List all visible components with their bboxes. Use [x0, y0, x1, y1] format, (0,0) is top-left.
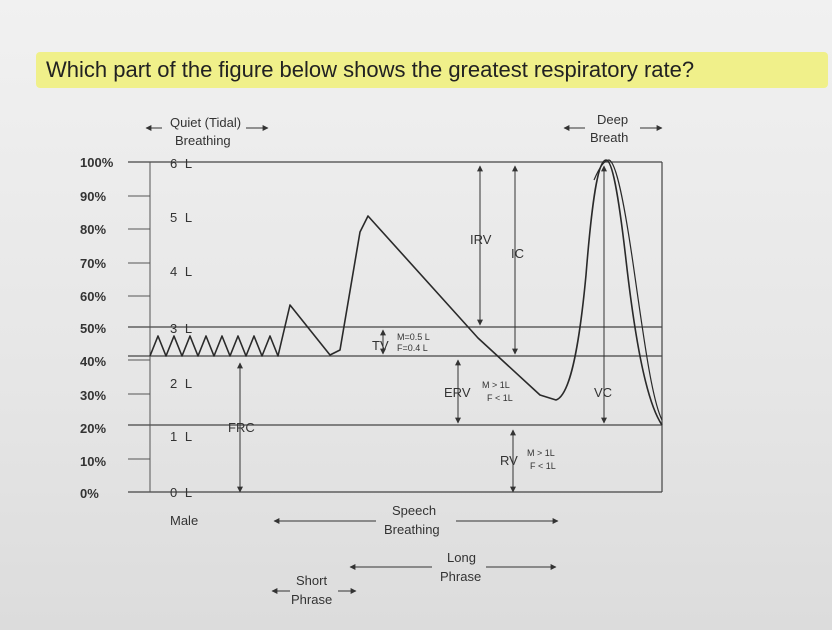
tv-female-value: F=0.4 L [397, 343, 428, 353]
deep-breath-label-2: Breath [590, 130, 628, 145]
short-phrase-label-1: Short [296, 573, 327, 588]
deep-breath-outer-curve [593, 159, 663, 421]
erv-label: ERV [444, 385, 471, 400]
percent-label: 0% [80, 486, 99, 501]
percent-label: 10% [80, 454, 106, 469]
percent-label: 100% [80, 155, 114, 170]
breathing-waveform [149, 159, 663, 426]
long-phrase-label-2: Phrase [440, 569, 481, 584]
volume-label: 5 L [170, 210, 194, 225]
volume-label: 0 L [170, 485, 194, 500]
ic-label: IC [511, 246, 524, 261]
percent-label: 80% [80, 222, 106, 237]
speech-breathing-label-2: Breathing [384, 522, 440, 537]
quiet-breathing-label-1: Quiet (Tidal) [170, 115, 241, 130]
rv-label: RV [500, 453, 518, 468]
speech-breathing-label-1: Speech [392, 503, 436, 518]
quiet-breathing-label-2: Breathing [175, 133, 231, 148]
tv-male-value: M=0.5 L [397, 332, 430, 342]
vc-label: VC [594, 385, 612, 400]
male-label: Male [170, 513, 198, 528]
percent-label: 50% [80, 321, 106, 336]
erv-male-value: M > 1L [482, 380, 510, 390]
volume-label: 1 L [170, 429, 194, 444]
irv-label: IRV [470, 232, 492, 247]
percent-label: 20% [80, 421, 106, 436]
volume-label: 6 L [170, 156, 194, 171]
frc-label: FRC [228, 420, 255, 435]
volume-label: 3 L [170, 321, 194, 336]
short-phrase-label-2: Phrase [291, 592, 332, 607]
axis-ticks [128, 162, 151, 492]
percent-label: 60% [80, 289, 106, 304]
volume-label: 4 L [170, 264, 194, 279]
percent-label: 90% [80, 189, 106, 204]
deep-breath-label-1: Deep [597, 112, 628, 127]
rv-male-value: M > 1L [527, 448, 555, 458]
percent-label: 70% [80, 256, 106, 271]
erv-female-value: F < 1L [487, 393, 513, 403]
percent-label: 40% [80, 354, 106, 369]
long-phrase-label-1: Long [447, 550, 476, 565]
volume-label: 2 L [170, 376, 194, 391]
tv-label: TV [372, 338, 389, 353]
rv-female-value: F < 1L [530, 461, 556, 471]
percent-label: 30% [80, 388, 106, 403]
question-text: Which part of the figure below shows the… [36, 52, 828, 88]
